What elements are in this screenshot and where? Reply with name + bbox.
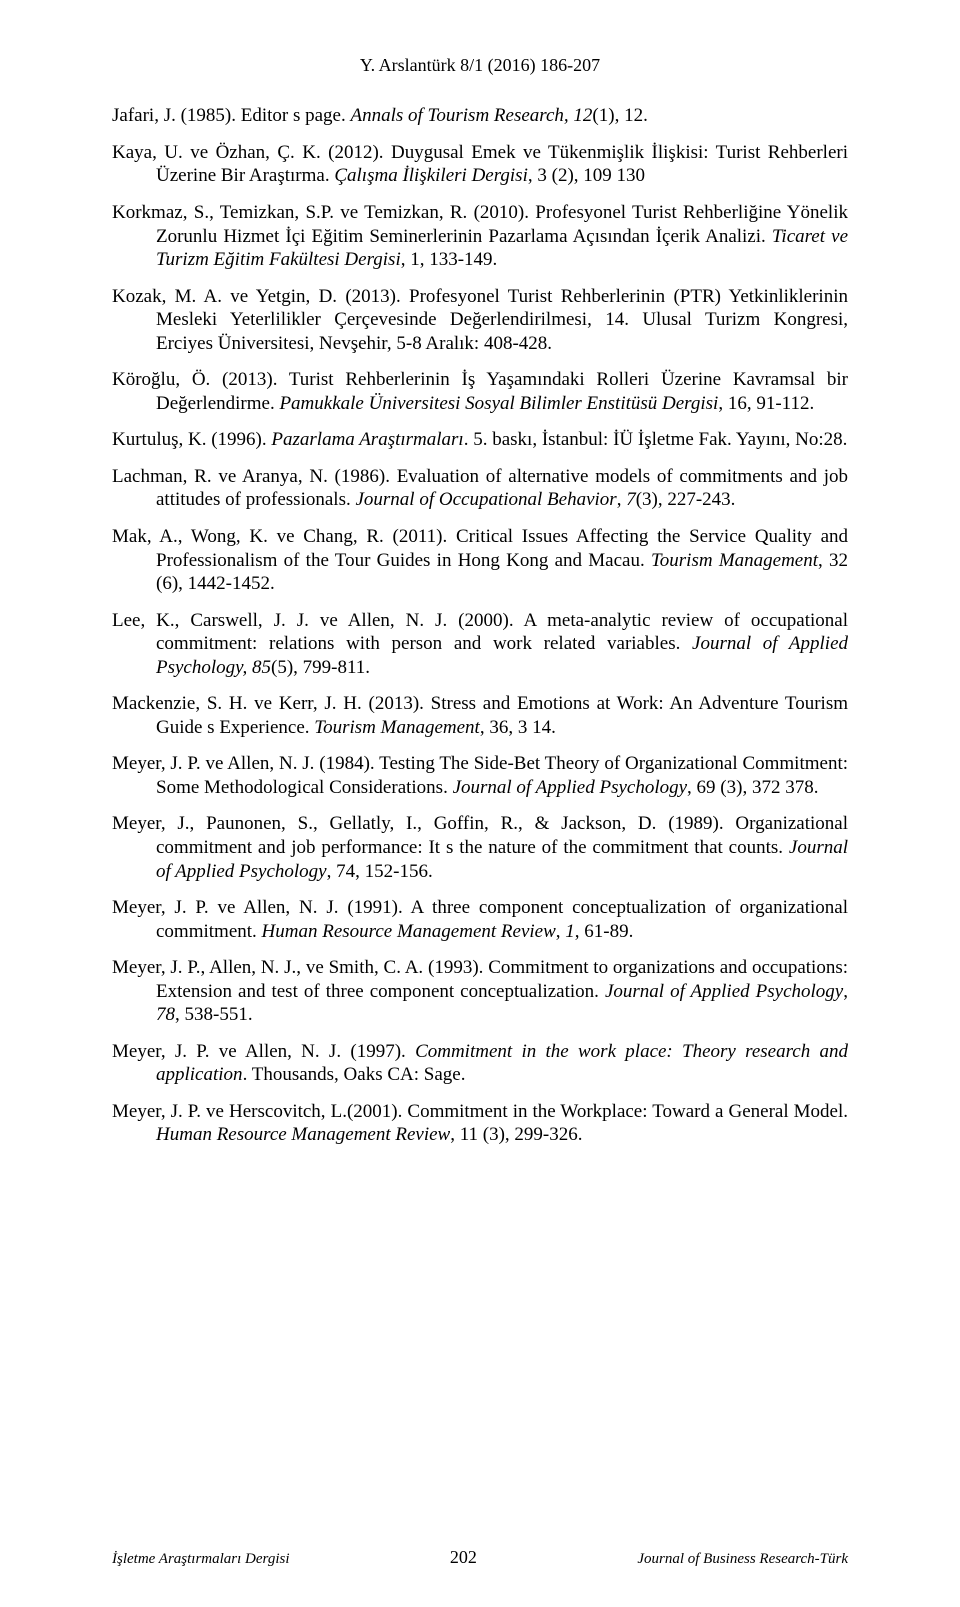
page: Y. Arslantürk 8/1 (2016) 186-207 Jafari,… — [0, 0, 960, 1607]
reference-entry: Kaya, U. ve Özhan, Ç. K. (2012). Duygusa… — [112, 141, 848, 188]
footer-journal-left: İşletme Araştırmaları Dergisi — [112, 1550, 290, 1569]
reference-entry: Meyer, J., Paunonen, S., Gellatly, I., G… — [112, 812, 848, 883]
reference-entry: Kurtuluş, K. (1996). Pazarlama Araştırma… — [112, 428, 848, 452]
footer-page-number: 202 — [450, 1546, 477, 1568]
reference-entry: Lee, K., Carswell, J. J. ve Allen, N. J.… — [112, 609, 848, 680]
reference-entry: Lachman, R. ve Aranya, N. (1986). Evalua… — [112, 465, 848, 512]
references-list: Jafari, J. (1985). Editor s page. Annals… — [112, 104, 848, 1147]
reference-entry: Meyer, J. P., Allen, N. J., ve Smith, C.… — [112, 956, 848, 1027]
reference-entry: Meyer, J. P. ve Allen, N. J. (1984). Tes… — [112, 752, 848, 799]
reference-entry: Meyer, J. P. ve Herscovitch, L.(2001). C… — [112, 1100, 848, 1147]
reference-entry: Köroğlu, Ö. (2013). Turist Rehberlerinin… — [112, 368, 848, 415]
running-head: Y. Arslantürk 8/1 (2016) 186-207 — [112, 54, 848, 76]
footer-journal-right: Journal of Business Research-Türk — [637, 1550, 848, 1569]
reference-entry: Mak, A., Wong, K. ve Chang, R. (2011). C… — [112, 525, 848, 596]
reference-entry: Korkmaz, S., Temizkan, S.P. ve Temizkan,… — [112, 201, 848, 272]
reference-entry: Jafari, J. (1985). Editor s page. Annals… — [112, 104, 848, 128]
reference-entry: Mackenzie, S. H. ve Kerr, J. H. (2013). … — [112, 692, 848, 739]
reference-entry: Meyer, J. P. ve Allen, N. J. (1991). A t… — [112, 896, 848, 943]
reference-entry: Kozak, M. A. ve Yetgin, D. (2013). Profe… — [112, 285, 848, 356]
page-footer: İşletme Araştırmaları Dergisi 202 Journa… — [112, 1546, 848, 1569]
reference-entry: Meyer, J. P. ve Allen, N. J. (1997). Com… — [112, 1040, 848, 1087]
